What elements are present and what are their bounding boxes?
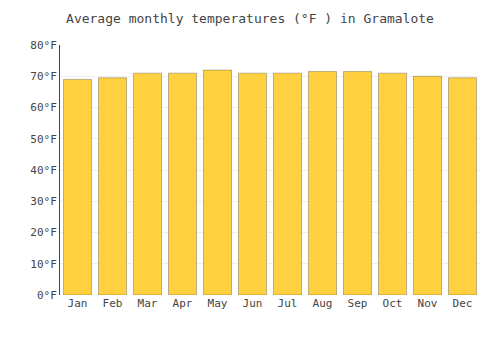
svg-text:80°F: 80°F	[30, 39, 57, 52]
svg-text:0°F: 0°F	[37, 289, 57, 302]
svg-text:Average monthly temperatures (: Average monthly temperatures (°F ) in Gr…	[66, 11, 434, 26]
svg-text:50°F: 50°F	[30, 133, 57, 146]
svg-text:Jun: Jun	[243, 297, 263, 310]
svg-text:Feb: Feb	[103, 297, 123, 310]
svg-text:Nov: Nov	[418, 297, 438, 310]
svg-text:60°F: 60°F	[30, 101, 57, 114]
svg-text:Apr: Apr	[173, 297, 193, 310]
svg-text:30°F: 30°F	[30, 195, 57, 208]
svg-text:40°F: 40°F	[30, 164, 57, 177]
svg-text:Oct: Oct	[383, 297, 403, 310]
svg-text:May: May	[208, 297, 228, 310]
svg-text:Aug: Aug	[313, 297, 333, 310]
svg-text:Mar: Mar	[138, 297, 158, 310]
svg-text:10°F: 10°F	[30, 258, 57, 271]
svg-text:Jan: Jan	[68, 297, 88, 310]
svg-text:70°F: 70°F	[30, 70, 57, 83]
svg-text:Jul: Jul	[278, 297, 298, 310]
svg-text:Dec: Dec	[453, 297, 473, 310]
svg-text:20°F: 20°F	[30, 226, 57, 239]
svg-text:Sep: Sep	[348, 297, 368, 310]
